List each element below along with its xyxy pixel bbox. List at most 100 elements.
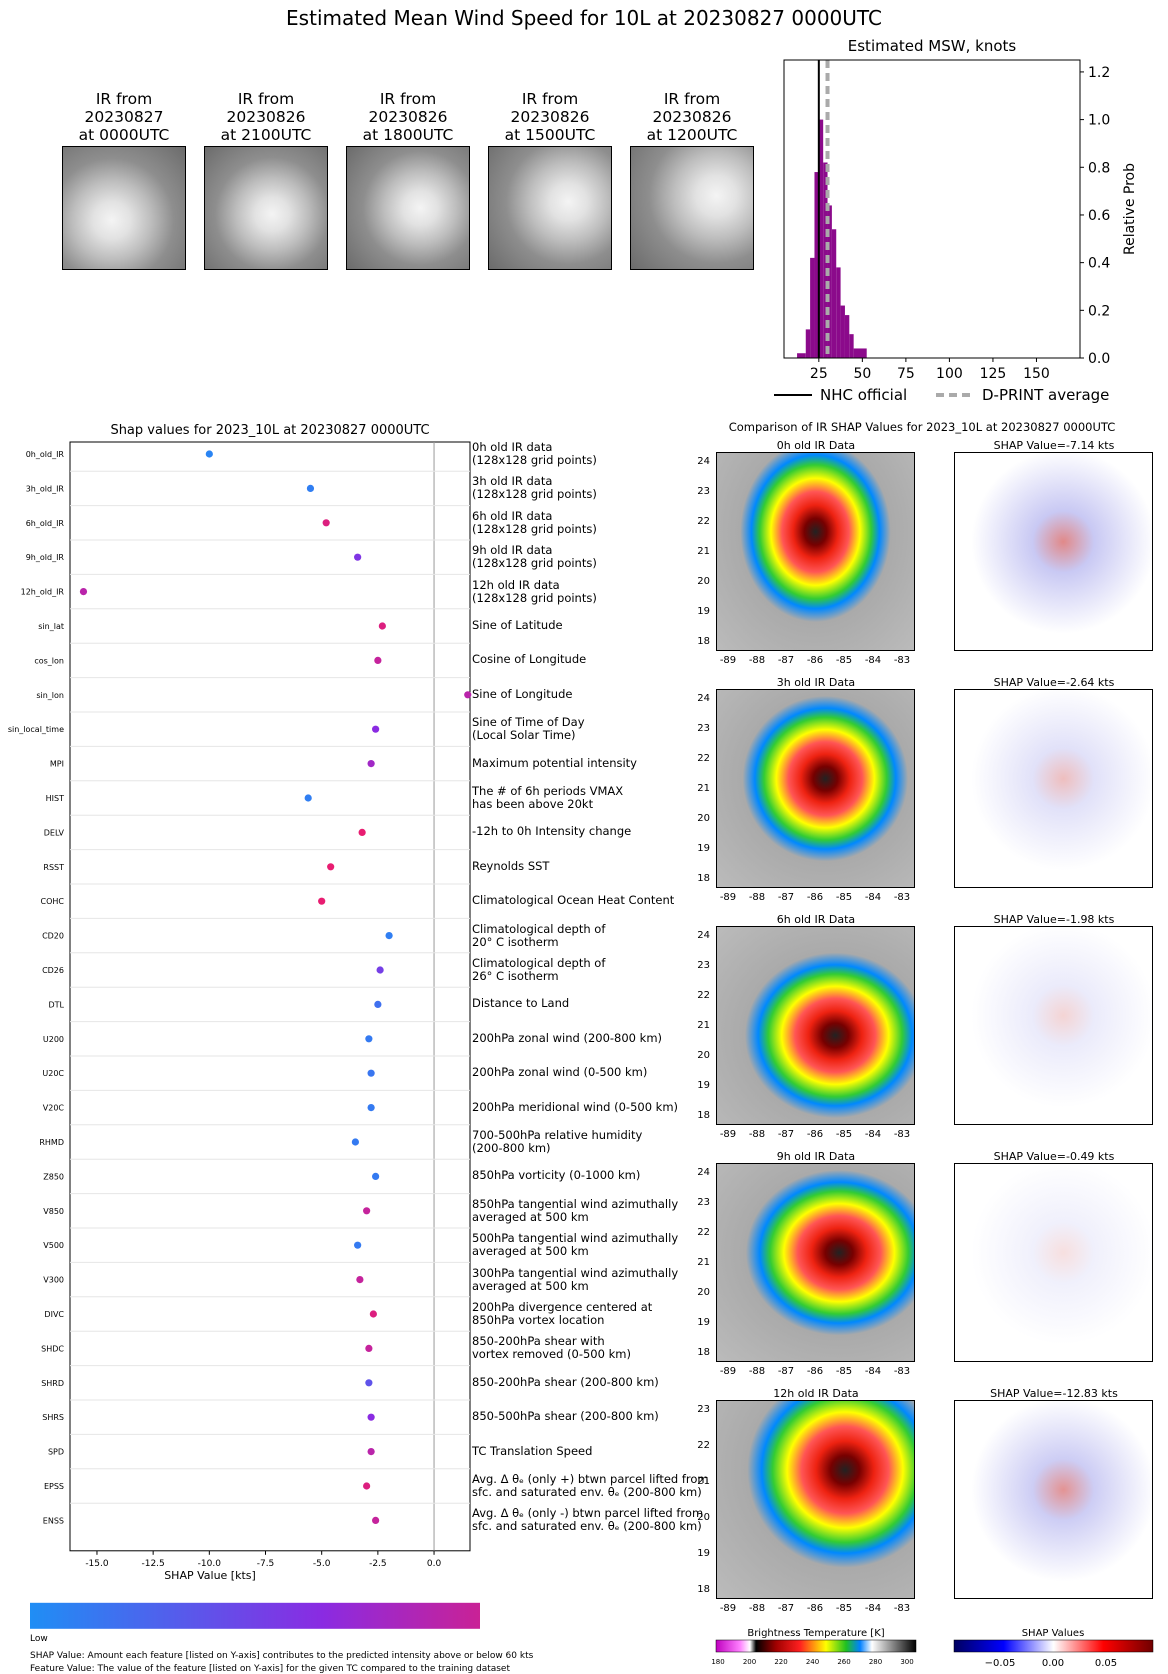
feature-description-line: (128x128 grid points) <box>472 556 597 571</box>
lat-tick-label: 24 <box>697 456 710 467</box>
feature-description: 300hPa tangential wind azimuthally averag… <box>472 1266 678 1293</box>
shap-point <box>464 691 472 699</box>
y-tick-label: 1.0 <box>1088 113 1110 129</box>
lon-tick-label: -83 <box>893 655 911 666</box>
lon-tick-label: -86 <box>806 892 824 903</box>
feature-value-colorbar <box>30 1602 480 1629</box>
lon-tick-label: -84 <box>864 1366 882 1377</box>
lon-tick-label: -87 <box>777 655 795 666</box>
feature-description-line: 20° C isotherm <box>472 934 559 949</box>
feature-description: 700-500hPa relative humidity (200-800 km) <box>472 1129 642 1155</box>
lon-tick-label: -85 <box>835 1603 853 1614</box>
lon-tick-label: -89 <box>719 655 737 666</box>
lon-tick-label: -88 <box>748 892 766 903</box>
shap-colorbar <box>953 1639 1154 1653</box>
feature-description-line: 200hPa meridional wind (0-500 km) <box>472 1099 679 1114</box>
feature-description-line: 700-500hPa relative humidity <box>472 1128 643 1142</box>
lat-tick-label: 21 <box>697 1020 710 1031</box>
lon-tick-label: -88 <box>748 1603 766 1614</box>
feature-description-line: (128x128 grid points) <box>472 487 597 502</box>
shap-colorbar-tick: −0.05 <box>985 1658 1016 1669</box>
feature-name-label: RSST <box>43 863 64 872</box>
lon-tick-label: -84 <box>864 655 882 666</box>
lat-tick-label: 20 <box>697 576 710 587</box>
lat-tick-label: 19 <box>697 1080 710 1091</box>
x-tick-label: -12.5 <box>141 1559 164 1569</box>
ir-thumb-caption: IR from 20230826 at 1200UTC <box>622 90 762 144</box>
feature-description: 500hPa tangential wind azimuthally averag… <box>472 1232 678 1258</box>
shap-point <box>367 760 375 768</box>
y-tick-label: 0.0 <box>1088 351 1110 367</box>
y-tick-label: 1.2 <box>1088 65 1110 81</box>
lon-tick-label: -84 <box>864 1129 882 1140</box>
feature-description: Sine of Time of Day (Local Solar Time) <box>472 716 585 742</box>
ir-thumbnail-image <box>630 146 754 270</box>
shap-feature-chart: Shap values for 2023_10L at 20230827 000… <box>8 423 480 1644</box>
ir-thumb-caption-line: 20230826 <box>368 108 448 126</box>
feature-description-line: Sine of Time of Day <box>472 715 585 730</box>
feature-description: Avg. Δ θₑ (only -) btwn parcel lifted fr… <box>472 1507 703 1533</box>
shap-chart-title: Shap values for 2023_10L at 20230827 000… <box>110 423 429 438</box>
shap-colorbar-tick: 0.00 <box>1042 1658 1064 1669</box>
feature-name-label: SHDC <box>41 1344 64 1353</box>
feature-name-label: DELV <box>44 828 65 837</box>
lat-tick-label: 23 <box>697 960 710 971</box>
ir-thumb-caption: IR from 20230827 at 0000UTC <box>54 90 194 144</box>
x-tick-label: -2.5 <box>369 1559 387 1569</box>
brightness-temp-tick: 220 <box>774 1658 787 1666</box>
feature-description-line: 0h old IR data <box>472 440 553 454</box>
feature-description-line: -12h to 0h Intensity change <box>472 824 632 839</box>
shap-point <box>372 1172 380 1180</box>
lat-tick-label: 20 <box>697 1050 710 1061</box>
ir-brightness-panel <box>716 689 915 888</box>
feature-description: Climatological depth of 26° C isotherm <box>472 957 605 983</box>
feature-name-label: CD20 <box>42 932 64 941</box>
y-tick-label: 0.8 <box>1088 160 1110 176</box>
ir-shap-panel <box>954 689 1153 888</box>
lat-tick-label: 18 <box>697 1110 710 1121</box>
shap-colorbar-tick: 0.05 <box>1095 1658 1117 1669</box>
lon-tick-label: -89 <box>719 1366 737 1377</box>
feature-name-label: SHRD <box>41 1379 64 1388</box>
feature-description-line: The # of 6h periods VMAX <box>472 784 624 798</box>
shap-point <box>304 794 312 802</box>
feature-description-line: sfc. and saturated env. θₑ (200-800 km) <box>472 1519 702 1534</box>
feature-name-label: ENSS <box>43 1516 64 1525</box>
bottom-colorbars: Brightness Temperature [K] 180 200 220 240 26… <box>711 1628 1154 1669</box>
shap-point <box>365 1379 373 1387</box>
histogram-bar <box>849 334 854 358</box>
feature-description: Avg. Δ θₑ (only +) btwn parcel lifted fr… <box>472 1473 709 1499</box>
feature-description-line: (Local Solar Time) <box>472 728 576 743</box>
ir-thumb-caption-line: IR from <box>237 90 295 108</box>
main-title: Estimated Mean Wind Speed for 10L at 202… <box>286 6 882 30</box>
lat-tick-label: 18 <box>697 1584 710 1595</box>
feature-description: Maximum potential intensity <box>472 756 637 770</box>
feature-name-label: CD26 <box>42 966 64 975</box>
lat-tick-label: 22 <box>697 990 710 1001</box>
ir-thumbnail-image <box>346 146 470 270</box>
feature-name-label: HIST <box>46 794 64 803</box>
lon-tick-label: -87 <box>777 1366 795 1377</box>
histogram-bar <box>818 119 824 358</box>
feature-description: -12h to 0h Intensity change <box>472 825 631 838</box>
feature-description-line: Avg. Δ θₑ (only -) btwn parcel lifted fr… <box>472 1506 704 1521</box>
feature-description-line: 6h old IR data <box>472 508 553 523</box>
x-tick-label: 25 <box>810 366 828 382</box>
lat-tick-label: 21 <box>697 783 710 794</box>
shap-point <box>369 1310 377 1318</box>
x-tick-label: -7.5 <box>257 1559 275 1569</box>
ir-thumbnail-image <box>62 146 186 270</box>
lat-tick-label: 22 <box>697 1227 710 1238</box>
brightness-temp-colorbar <box>715 1639 917 1653</box>
feature-description-line: 850hPa tangential wind azimuthally <box>472 1196 679 1211</box>
feature-description: Sine of Latitude <box>472 619 563 632</box>
feature-name-label: cos_lon <box>34 656 64 665</box>
histogram-bar <box>827 205 832 358</box>
lon-tick-label: -86 <box>806 655 824 666</box>
shap-point <box>374 1000 382 1009</box>
ir-thumb-caption: IR from 20230826 at 2100UTC <box>196 90 336 144</box>
lon-tick-label: -83 <box>893 1366 911 1377</box>
ir-thumb-caption-line: at 1800UTC <box>362 126 454 144</box>
lat-tick-label: 19 <box>697 606 710 617</box>
feature-name-label: COHC <box>41 897 65 906</box>
